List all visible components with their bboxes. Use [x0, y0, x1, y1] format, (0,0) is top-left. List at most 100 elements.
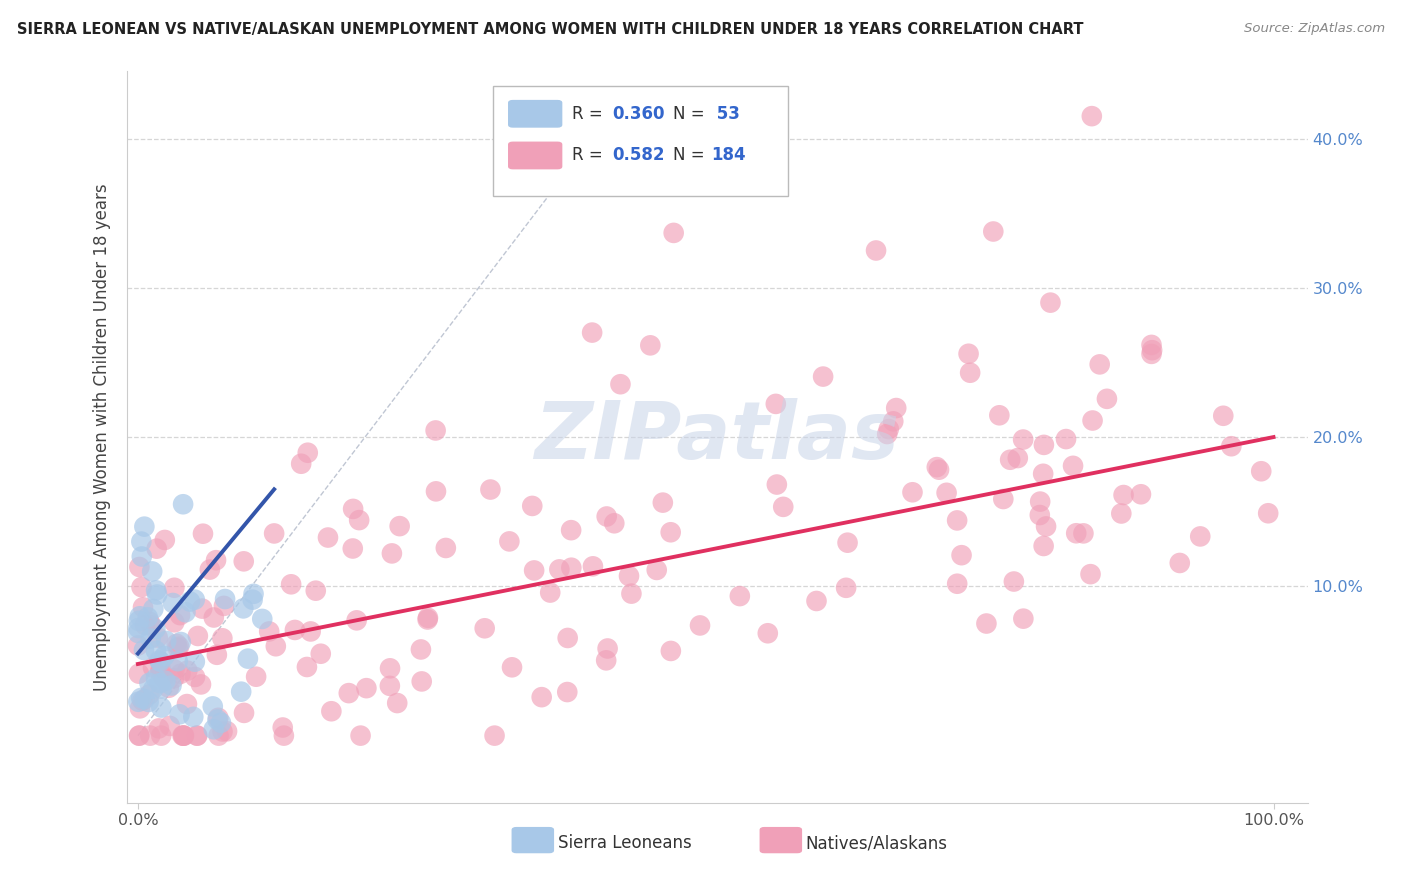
Point [409, 642, 432, 657]
Point [150, 729, 173, 743]
Point [172, 729, 194, 743]
Point [388, 519, 411, 533]
Point [1032, 467, 1054, 481]
Point [159, 719, 181, 733]
Point [179, 594, 201, 608]
Point [284, 623, 307, 637]
Point [1080, 567, 1102, 582]
Point [142, 681, 165, 696]
Point [993, 491, 1015, 506]
Point [1032, 438, 1054, 452]
Point [166, 637, 188, 651]
Point [811, 369, 834, 384]
Point [207, 713, 229, 727]
Point [132, 600, 155, 615]
Point [560, 560, 582, 574]
Point [201, 699, 224, 714]
Point [981, 225, 1004, 239]
Point [157, 681, 180, 695]
Point [132, 643, 155, 657]
Point [620, 587, 643, 601]
Point [138, 615, 160, 629]
Point [173, 729, 195, 743]
Point [149, 662, 172, 676]
Point [957, 347, 980, 361]
Text: 184: 184 [711, 146, 745, 164]
Point [596, 641, 619, 656]
Point [127, 621, 149, 635]
Point [1095, 392, 1118, 406]
Point [142, 602, 165, 616]
Point [321, 704, 343, 718]
Point [242, 587, 264, 601]
Point [925, 460, 948, 475]
Point [609, 377, 631, 392]
Point [865, 244, 887, 258]
Point [1064, 526, 1087, 541]
Point [208, 729, 231, 743]
Point [659, 525, 682, 540]
Point [209, 715, 232, 730]
Point [167, 640, 190, 654]
Point [169, 707, 191, 722]
Point [560, 523, 582, 537]
Point [901, 485, 924, 500]
Point [884, 401, 907, 415]
Point [271, 721, 294, 735]
Point [976, 616, 998, 631]
Point [1140, 347, 1163, 361]
Point [202, 610, 225, 624]
Point [163, 671, 186, 685]
Point [1130, 487, 1153, 501]
Point [127, 695, 149, 709]
Point [149, 665, 172, 679]
Point [160, 678, 183, 692]
Point [1032, 539, 1054, 553]
Point [145, 541, 167, 556]
Point [141, 565, 163, 579]
Point [1081, 109, 1104, 123]
Point [150, 700, 173, 714]
Point [162, 596, 184, 610]
Point [134, 692, 156, 706]
Point [172, 497, 194, 511]
Point [176, 664, 198, 678]
Point [257, 624, 280, 639]
Point [232, 601, 254, 615]
Point [356, 681, 378, 695]
Point [1081, 413, 1104, 427]
Text: N =: N = [673, 104, 710, 123]
Point [1062, 458, 1084, 473]
Point [416, 611, 439, 625]
Point [484, 729, 506, 743]
Point [882, 414, 904, 428]
Point [434, 541, 457, 555]
Text: Natives/Alaskans: Natives/Alaskans [806, 834, 948, 852]
Point [342, 502, 364, 516]
Point [1012, 433, 1035, 447]
Point [142, 660, 165, 674]
Point [1029, 508, 1052, 522]
Point [1168, 556, 1191, 570]
FancyBboxPatch shape [512, 827, 554, 854]
Text: N =: N = [673, 146, 710, 164]
FancyBboxPatch shape [508, 142, 562, 169]
Point [184, 670, 207, 684]
Point [264, 639, 287, 653]
Point [645, 563, 668, 577]
Point [190, 677, 212, 691]
FancyBboxPatch shape [508, 100, 562, 128]
Point [153, 648, 176, 663]
Point [689, 618, 711, 632]
Point [581, 326, 603, 340]
Point [191, 526, 214, 541]
Point [640, 338, 662, 352]
Point [186, 729, 208, 743]
Text: SIERRA LEONEAN VS NATIVE/ALASKAN UNEMPLOYMENT AMONG WOMEN WITH CHILDREN UNDER 18: SIERRA LEONEAN VS NATIVE/ALASKAN UNEMPLO… [17, 22, 1084, 37]
Point [212, 599, 235, 613]
Point [946, 576, 969, 591]
Point [582, 559, 605, 574]
Point [202, 723, 225, 737]
Point [139, 729, 162, 743]
Point [152, 671, 174, 685]
